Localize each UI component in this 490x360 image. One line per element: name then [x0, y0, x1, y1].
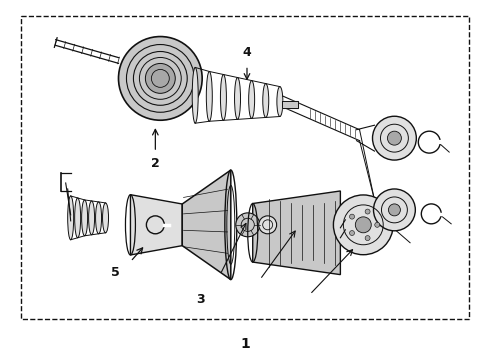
Text: 4: 4 [243, 46, 251, 59]
Ellipse shape [74, 198, 81, 238]
Ellipse shape [220, 75, 226, 120]
Bar [21, 15, 469, 319]
Ellipse shape [263, 84, 269, 117]
Ellipse shape [235, 77, 241, 120]
Circle shape [333, 195, 393, 255]
Circle shape [349, 230, 354, 235]
Text: 3: 3 [196, 293, 204, 306]
Circle shape [259, 216, 277, 234]
Ellipse shape [89, 201, 95, 235]
Circle shape [365, 209, 370, 214]
Ellipse shape [82, 200, 88, 236]
Ellipse shape [96, 202, 101, 234]
Circle shape [388, 131, 401, 145]
Circle shape [365, 235, 370, 240]
Ellipse shape [248, 81, 255, 118]
Ellipse shape [277, 87, 283, 117]
Polygon shape [253, 191, 341, 275]
Ellipse shape [68, 196, 74, 240]
Text: 5: 5 [111, 266, 120, 279]
Circle shape [375, 222, 380, 227]
Circle shape [236, 213, 260, 237]
Text: 2: 2 [151, 157, 160, 170]
Circle shape [119, 37, 202, 120]
Circle shape [372, 116, 416, 160]
Circle shape [349, 214, 354, 219]
Ellipse shape [206, 72, 212, 121]
Ellipse shape [192, 67, 198, 123]
Circle shape [373, 189, 416, 231]
Circle shape [389, 204, 400, 216]
Polygon shape [130, 195, 182, 255]
Ellipse shape [102, 203, 108, 233]
Text: 1: 1 [240, 337, 250, 351]
Polygon shape [182, 170, 231, 280]
Polygon shape [282, 101, 298, 108]
Circle shape [355, 217, 371, 233]
Circle shape [146, 63, 175, 93]
